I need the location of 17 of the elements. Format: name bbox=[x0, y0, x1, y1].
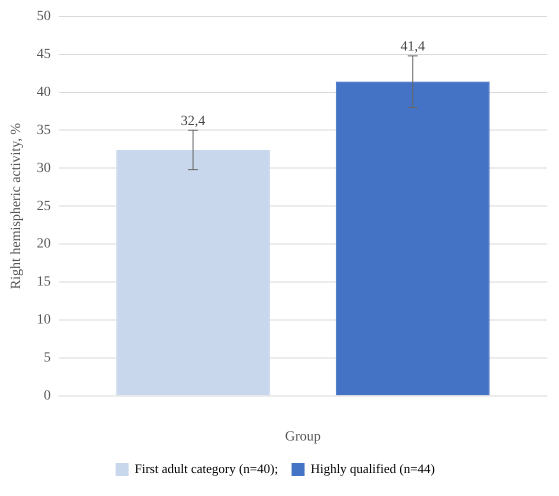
y-tick-label: 15 bbox=[36, 274, 51, 290]
legend-label: First adult category (n=40); bbox=[134, 460, 278, 476]
y-tick-label: 10 bbox=[36, 312, 51, 328]
legend-label: Highly qualified (n=44) bbox=[310, 460, 435, 476]
y-tick-label: 40 bbox=[36, 84, 51, 100]
y-tick-label: 25 bbox=[36, 198, 51, 214]
y-tick-label: 5 bbox=[44, 350, 51, 366]
y-tick-label: 35 bbox=[36, 122, 51, 138]
y-tick-label: 20 bbox=[36, 236, 51, 252]
y-axis-title: Right hemispheric activity, % bbox=[9, 122, 24, 290]
y-tick-label: 50 bbox=[36, 9, 51, 24]
data-label: 41,4 bbox=[400, 40, 425, 55]
x-axis-title: Group bbox=[285, 429, 321, 444]
data-label: 32,4 bbox=[180, 114, 206, 129]
y-tick-label: 30 bbox=[36, 160, 51, 176]
y-tick-label: 45 bbox=[36, 47, 51, 62]
y-tick-label: 0 bbox=[44, 388, 51, 404]
